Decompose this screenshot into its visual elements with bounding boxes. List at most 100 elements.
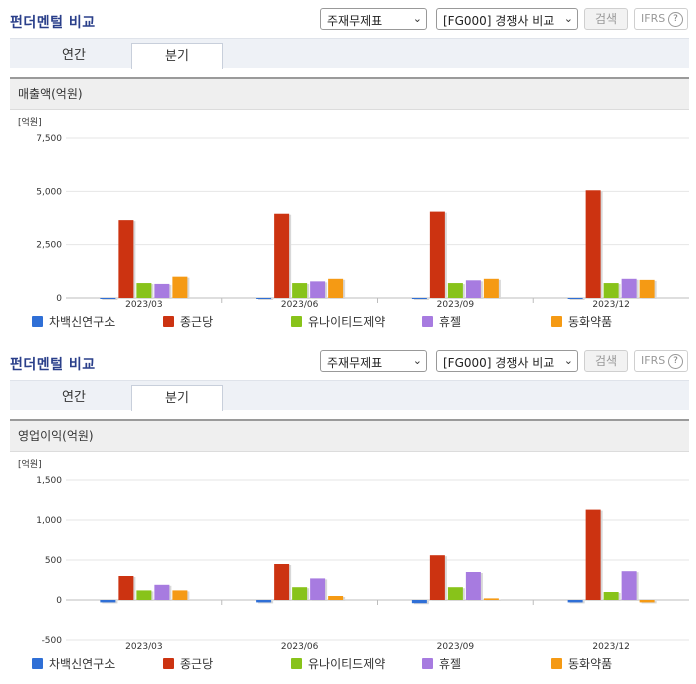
- bar[interactable]: [585, 190, 601, 298]
- bar[interactable]: [639, 600, 655, 603]
- bar[interactable]: [447, 283, 463, 298]
- ifrs-label: IFRS: [641, 354, 666, 367]
- tab-annual[interactable]: 연간: [62, 390, 86, 405]
- x-tick-label: 2023/09: [437, 642, 475, 651]
- y-tick-label: 0: [56, 294, 62, 304]
- x-tick-label: 2023/03: [125, 642, 162, 651]
- chevron-down-icon: ⌄: [563, 12, 573, 25]
- help-icon[interactable]: ?: [668, 354, 683, 369]
- statement-select[interactable]: 주재무제표 ⌄: [320, 8, 427, 30]
- chart-panel: 영업이익(억원) [억원] -500 0 500 1,000 1,500 2023/03 20…: [10, 419, 689, 679]
- bar[interactable]: [256, 298, 272, 299]
- bar[interactable]: [483, 598, 499, 600]
- chart-panel: 매출액(억원) [억원] 0 2,500 5,000 7,500 2023/03 2023/…: [10, 77, 689, 337]
- compare-select-value: [FG000] 경쟁사 비교: [443, 14, 555, 28]
- legend-item[interactable]: 휴젤: [422, 655, 461, 672]
- compare-select[interactable]: [FG000] 경쟁사 비교 ⌄: [436, 8, 578, 30]
- period-tabs: 연간 분기: [10, 380, 689, 411]
- legend-label: 동화약품: [568, 315, 613, 329]
- legend-label: 유나이티드제약: [308, 315, 386, 329]
- x-tick-label: 2023/03: [125, 300, 162, 309]
- legend-item[interactable]: 종근당: [163, 655, 213, 672]
- legend-label: 종근당: [180, 315, 214, 329]
- y-tick-label: 5,000: [36, 187, 62, 197]
- bar[interactable]: [136, 283, 152, 298]
- y-tick-label: 1,000: [36, 516, 62, 526]
- chevron-down-icon: ⌄: [412, 12, 422, 25]
- statement-select-value: 주재무제표: [327, 14, 383, 28]
- bar[interactable]: [310, 578, 326, 600]
- chevron-down-icon: ⌄: [412, 354, 422, 367]
- search-button[interactable]: 검색: [584, 350, 628, 372]
- legend-item[interactable]: 유나이티드제약: [291, 655, 385, 672]
- bar[interactable]: [411, 600, 427, 604]
- legend-item[interactable]: 동화약품: [551, 313, 612, 330]
- y-tick-label: 7,500: [36, 134, 62, 144]
- legend-swatch: [32, 316, 43, 327]
- bar[interactable]: [567, 600, 583, 603]
- bar[interactable]: [411, 298, 427, 299]
- bar[interactable]: [585, 509, 601, 600]
- legend-swatch: [32, 658, 43, 669]
- statement-select[interactable]: 주재무제표 ⌄: [320, 350, 427, 372]
- bar[interactable]: [100, 298, 116, 299]
- bar[interactable]: [172, 276, 188, 298]
- legend-label: 유나이티드제약: [308, 657, 386, 671]
- bar[interactable]: [328, 596, 344, 600]
- legend-item[interactable]: 차백신연구소: [32, 313, 115, 330]
- bar[interactable]: [274, 564, 290, 600]
- bar[interactable]: [136, 590, 152, 600]
- bar[interactable]: [447, 587, 463, 600]
- tab-quarterly[interactable]: 분기: [131, 43, 223, 69]
- legend-label: 차백신연구소: [49, 315, 116, 329]
- help-icon[interactable]: ?: [668, 12, 683, 27]
- y-tick-label: 2,500: [36, 241, 62, 251]
- bar[interactable]: [429, 555, 445, 600]
- section-title: 펀더멘털 비교: [10, 357, 96, 373]
- tab-annual[interactable]: 연간: [62, 48, 86, 63]
- bar[interactable]: [621, 571, 637, 600]
- legend-item[interactable]: 종근당: [163, 313, 213, 330]
- legend-item[interactable]: 차백신연구소: [32, 655, 115, 672]
- bar[interactable]: [256, 600, 272, 603]
- ifrs-label: IFRS: [641, 12, 666, 25]
- legend-swatch: [291, 658, 302, 669]
- search-button[interactable]: 검색: [584, 8, 628, 30]
- fundamental-section-sales: 펀더멘털 비교 주재무제표 ⌄ [FG000] 경쟁사 비교 ⌄ 검색 IFRS…: [0, 0, 696, 329]
- chevron-down-icon: ⌄: [563, 354, 573, 367]
- bar[interactable]: [274, 213, 290, 298]
- bar[interactable]: [465, 572, 481, 600]
- bar[interactable]: [465, 280, 481, 298]
- legend-item[interactable]: 동화약품: [551, 655, 612, 672]
- bar[interactable]: [483, 278, 499, 298]
- legend-item[interactable]: 유나이티드제약: [291, 313, 385, 330]
- tab-quarterly[interactable]: 분기: [131, 385, 223, 411]
- toolbar: 펀더멘털 비교 주재무제표 ⌄ [FG000] 경쟁사 비교 ⌄ 검색 IFRS…: [0, 342, 696, 378]
- bar[interactable]: [172, 590, 188, 600]
- bar[interactable]: [429, 211, 445, 298]
- bar[interactable]: [292, 587, 308, 600]
- legend-item[interactable]: 휴젤: [422, 313, 461, 330]
- ifrs-button[interactable]: IFRS ?: [634, 350, 688, 372]
- ifrs-button[interactable]: IFRS ?: [634, 8, 688, 30]
- chart-legend: 차백신연구소 종근당 유나이티드제약 휴젤 동화약품: [10, 313, 689, 329]
- legend-label: 차백신연구소: [49, 657, 116, 671]
- bar[interactable]: [118, 576, 134, 600]
- bar[interactable]: [328, 278, 344, 298]
- x-tick-label: 2023/06: [281, 300, 319, 309]
- bar[interactable]: [154, 584, 170, 600]
- bar[interactable]: [310, 281, 326, 298]
- bar[interactable]: [621, 278, 637, 298]
- bar-chart-operating-profit: [억원] -500 0 500 1,000 1,500 2023/03 2023/06 2023…: [18, 458, 689, 651]
- x-tick-label: 2023/12: [592, 642, 629, 651]
- bar[interactable]: [118, 220, 134, 298]
- bar-shadow: [569, 299, 585, 300]
- bar[interactable]: [603, 283, 619, 298]
- bar[interactable]: [100, 600, 116, 603]
- bar[interactable]: [154, 283, 170, 298]
- bar[interactable]: [567, 298, 583, 299]
- bar[interactable]: [603, 592, 619, 600]
- bar[interactable]: [639, 279, 655, 298]
- bar[interactable]: [292, 283, 308, 298]
- compare-select[interactable]: [FG000] 경쟁사 비교 ⌄: [436, 350, 578, 372]
